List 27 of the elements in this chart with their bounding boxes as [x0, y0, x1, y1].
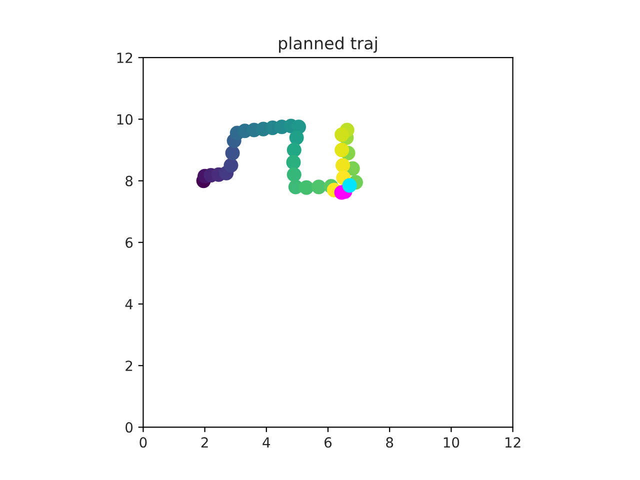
point	[299, 180, 314, 195]
point	[334, 142, 350, 158]
y-tick-label: 2	[126, 360, 132, 371]
chart-title: planned traj	[279, 36, 377, 53]
point	[342, 178, 357, 193]
y-tick-label: 6	[126, 237, 133, 248]
y-tick-label: 12	[117, 52, 132, 63]
point	[286, 142, 302, 158]
y-tick-label: 10	[117, 114, 133, 125]
point	[311, 180, 326, 194]
x-tick-label: 8	[386, 437, 394, 448]
point	[334, 127, 350, 142]
y-tick-label: 8	[126, 176, 133, 186]
y-tick-label: 4	[125, 299, 133, 310]
x-tick-label: 2	[201, 437, 208, 448]
point	[286, 155, 301, 170]
point	[289, 130, 304, 145]
point	[225, 146, 240, 160]
x-tick-label: 4	[262, 437, 270, 448]
x-tick-label: 12	[505, 437, 520, 448]
x-tick-label: 6	[324, 437, 332, 448]
point	[286, 167, 302, 182]
x-tick-label: 0	[140, 437, 147, 448]
point	[224, 158, 238, 173]
y-tick-label: 0	[126, 422, 133, 433]
x-tick-label: 10	[444, 437, 460, 448]
point	[336, 158, 350, 173]
